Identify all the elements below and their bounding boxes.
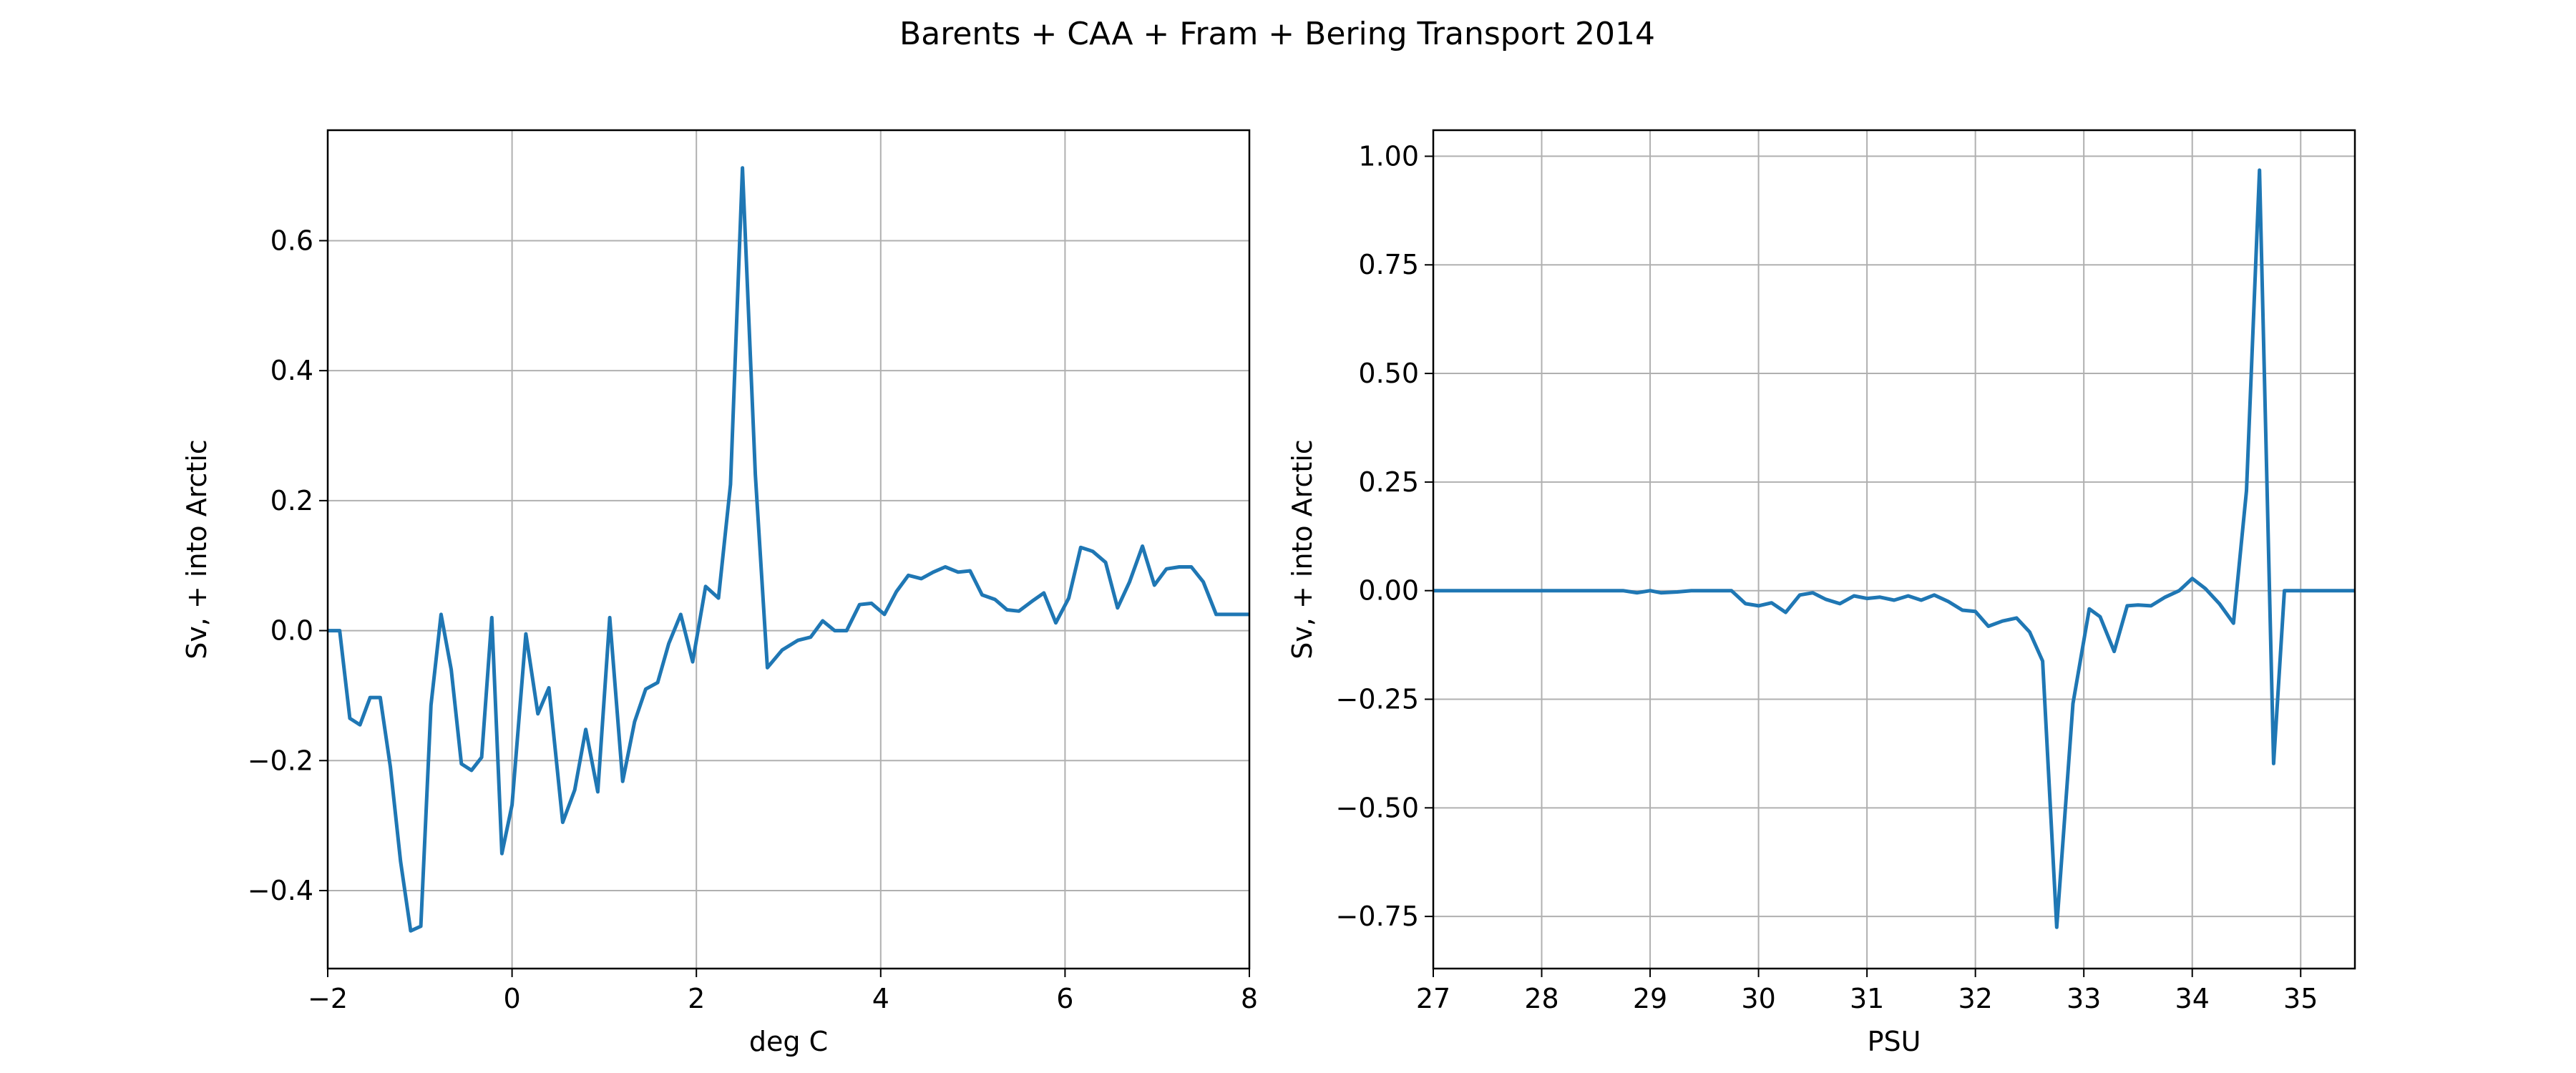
y-tick-label: 0.2 — [270, 485, 313, 516]
y-tick-label: 1.00 — [1358, 140, 1419, 172]
axes-frame — [326, 129, 1251, 970]
plot-area — [328, 166, 1249, 933]
left-panel-temperature: −2 0 2 4 6 8 −0.4 −0.2 0.0 0.2 0.4 0.6 deg C Sv, + … — [181, 129, 1258, 1057]
x-axis-label: deg C — [749, 1026, 828, 1057]
x-tick-label: 29 — [1633, 983, 1667, 1014]
y-tick-label: −0.75 — [1336, 901, 1419, 932]
y-axis-label: Sv, + into Arctic — [1287, 439, 1318, 660]
plot-area — [1433, 168, 2355, 929]
y-axis-label: Sv, + into Arctic — [181, 439, 213, 660]
y-tick-label: 0.50 — [1358, 358, 1419, 389]
x-tick-label: 32 — [1958, 983, 1992, 1014]
y-tick-label: 0.25 — [1358, 466, 1419, 498]
y-tick-label: 0.4 — [270, 355, 313, 386]
ticks: −2 0 2 4 6 8 −0.4 −0.2 0.0 0.2 0.4 0.6 — [248, 225, 1258, 1014]
right-panel-salinity: 27 28 29 30 31 32 33 34 35 −0.75 −0.50 −0.25 0.00 0.2… — [1287, 129, 2356, 1057]
x-tick-label: 2 — [688, 983, 705, 1014]
y-tick-label: −0.25 — [1336, 684, 1419, 715]
x-tick-label: 31 — [1850, 983, 1884, 1014]
x-tick-label: 30 — [1741, 983, 1775, 1014]
ticks: 27 28 29 30 31 32 33 34 35 −0.75 −0.50 −0.25 0.00 0.2… — [1336, 140, 2318, 1014]
y-tick-label: 0.75 — [1358, 249, 1419, 280]
x-tick-label: 8 — [1241, 983, 1258, 1014]
y-tick-label: −0.4 — [248, 875, 313, 906]
y-tick-label: −0.2 — [248, 745, 313, 776]
y-tick-label: 0.6 — [270, 225, 313, 256]
y-tick-label: 0.00 — [1358, 575, 1419, 607]
x-tick-label: −2 — [308, 983, 348, 1014]
y-tick-label: −0.50 — [1336, 792, 1419, 823]
x-tick-label: 27 — [1416, 983, 1450, 1014]
x-tick-label: 6 — [1056, 983, 1073, 1014]
x-tick-label: 35 — [2283, 983, 2318, 1014]
series-line — [328, 166, 1249, 933]
x-axis-label: PSU — [1868, 1026, 1921, 1057]
series-line — [1433, 168, 2355, 929]
y-tick-label: 0.0 — [270, 615, 313, 647]
x-tick-label: 34 — [2175, 983, 2210, 1014]
x-tick-label: 4 — [872, 983, 889, 1014]
figure-title: Barents + CAA + Fram + Bering Transport … — [899, 16, 1655, 52]
axes-frame — [1432, 129, 2356, 970]
x-tick-label: 33 — [2067, 983, 2101, 1014]
x-tick-label: 28 — [1524, 983, 1558, 1014]
x-tick-label: 0 — [504, 983, 521, 1014]
